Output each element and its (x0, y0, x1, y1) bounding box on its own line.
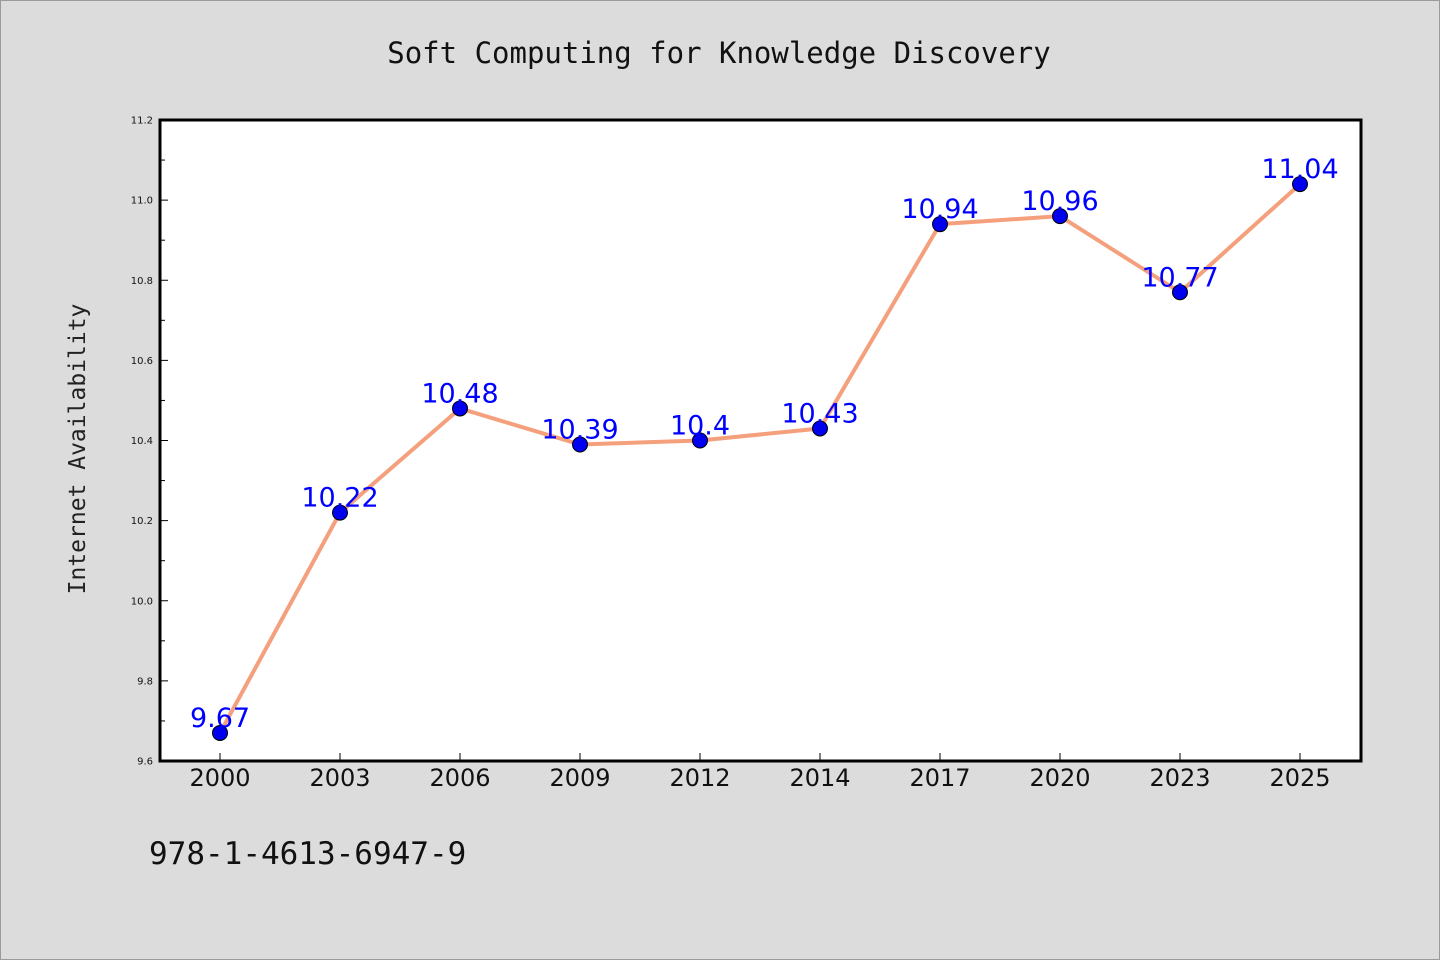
x-tick-label: 2017 (909, 764, 970, 792)
y-axis: 9.6 9.8 10.0 10.2 10.4 10.6 10.8 11.0 11.2 (131, 116, 168, 768)
data-point (932, 216, 948, 233)
data-point (332, 504, 348, 521)
data-point (212, 724, 228, 741)
y-tick-label: 9.8 (137, 676, 153, 687)
y-tick-label: 10.4 (131, 436, 153, 447)
y-tick-label: 9.6 (137, 757, 153, 768)
data-point (1172, 284, 1188, 301)
isbn-text: 978-1-4613-6947-9 (149, 836, 466, 872)
y-tick-label: 10.8 (131, 276, 153, 287)
y-tick-label: 10.6 (131, 356, 153, 367)
data-point (692, 432, 708, 449)
data-label: 10.4 (670, 411, 730, 442)
data-label: 10.22 (301, 483, 378, 514)
x-tick-label: 2014 (789, 764, 850, 792)
plot-area (158, 118, 1363, 763)
data-label: 10.43 (781, 398, 858, 429)
x-tick-label: 2020 (1029, 764, 1090, 792)
data-point (812, 420, 828, 437)
data-point (1292, 176, 1308, 193)
data-label: 10.77 (1141, 262, 1218, 293)
data-label: 9.67 (190, 703, 250, 734)
x-tick-label: 2012 (669, 764, 730, 792)
data-label: 10.39 (541, 415, 618, 446)
data-label: 10.94 (901, 194, 978, 225)
x-axis: 2000 2003 2006 2009 2012 2014 2017 2020 2023 2025 (189, 753, 1331, 792)
x-tick-label: 2023 (1149, 764, 1210, 792)
series-line (218, 182, 1302, 735)
y-tick-label: 11.2 (131, 116, 153, 127)
x-tick-label: 2003 (309, 764, 370, 792)
data-label: 11.04 (1261, 154, 1338, 185)
chart-title: Soft Computing for Knowledge Discovery (387, 36, 1050, 70)
data-point (572, 436, 588, 453)
data-point (452, 400, 468, 417)
series-layer: 9.67 10.22 10.48 10.39 10.4 10.43 10.94 10.96 10… (190, 154, 1339, 741)
x-tick-label: 2006 (429, 764, 490, 792)
y-axis-label: Internet Availability (65, 304, 91, 595)
y-tick-label: 10.2 (131, 516, 153, 527)
data-label: 10.48 (421, 378, 498, 409)
y-tick-label: 10.0 (131, 596, 153, 607)
data-label: 10.96 (1021, 186, 1098, 217)
data-point (1052, 208, 1068, 225)
x-tick-label: 2025 (1269, 764, 1330, 792)
x-tick-label: 2000 (189, 764, 250, 792)
x-tick-label: 2009 (549, 764, 610, 792)
y-tick-label: 11.0 (131, 196, 153, 207)
